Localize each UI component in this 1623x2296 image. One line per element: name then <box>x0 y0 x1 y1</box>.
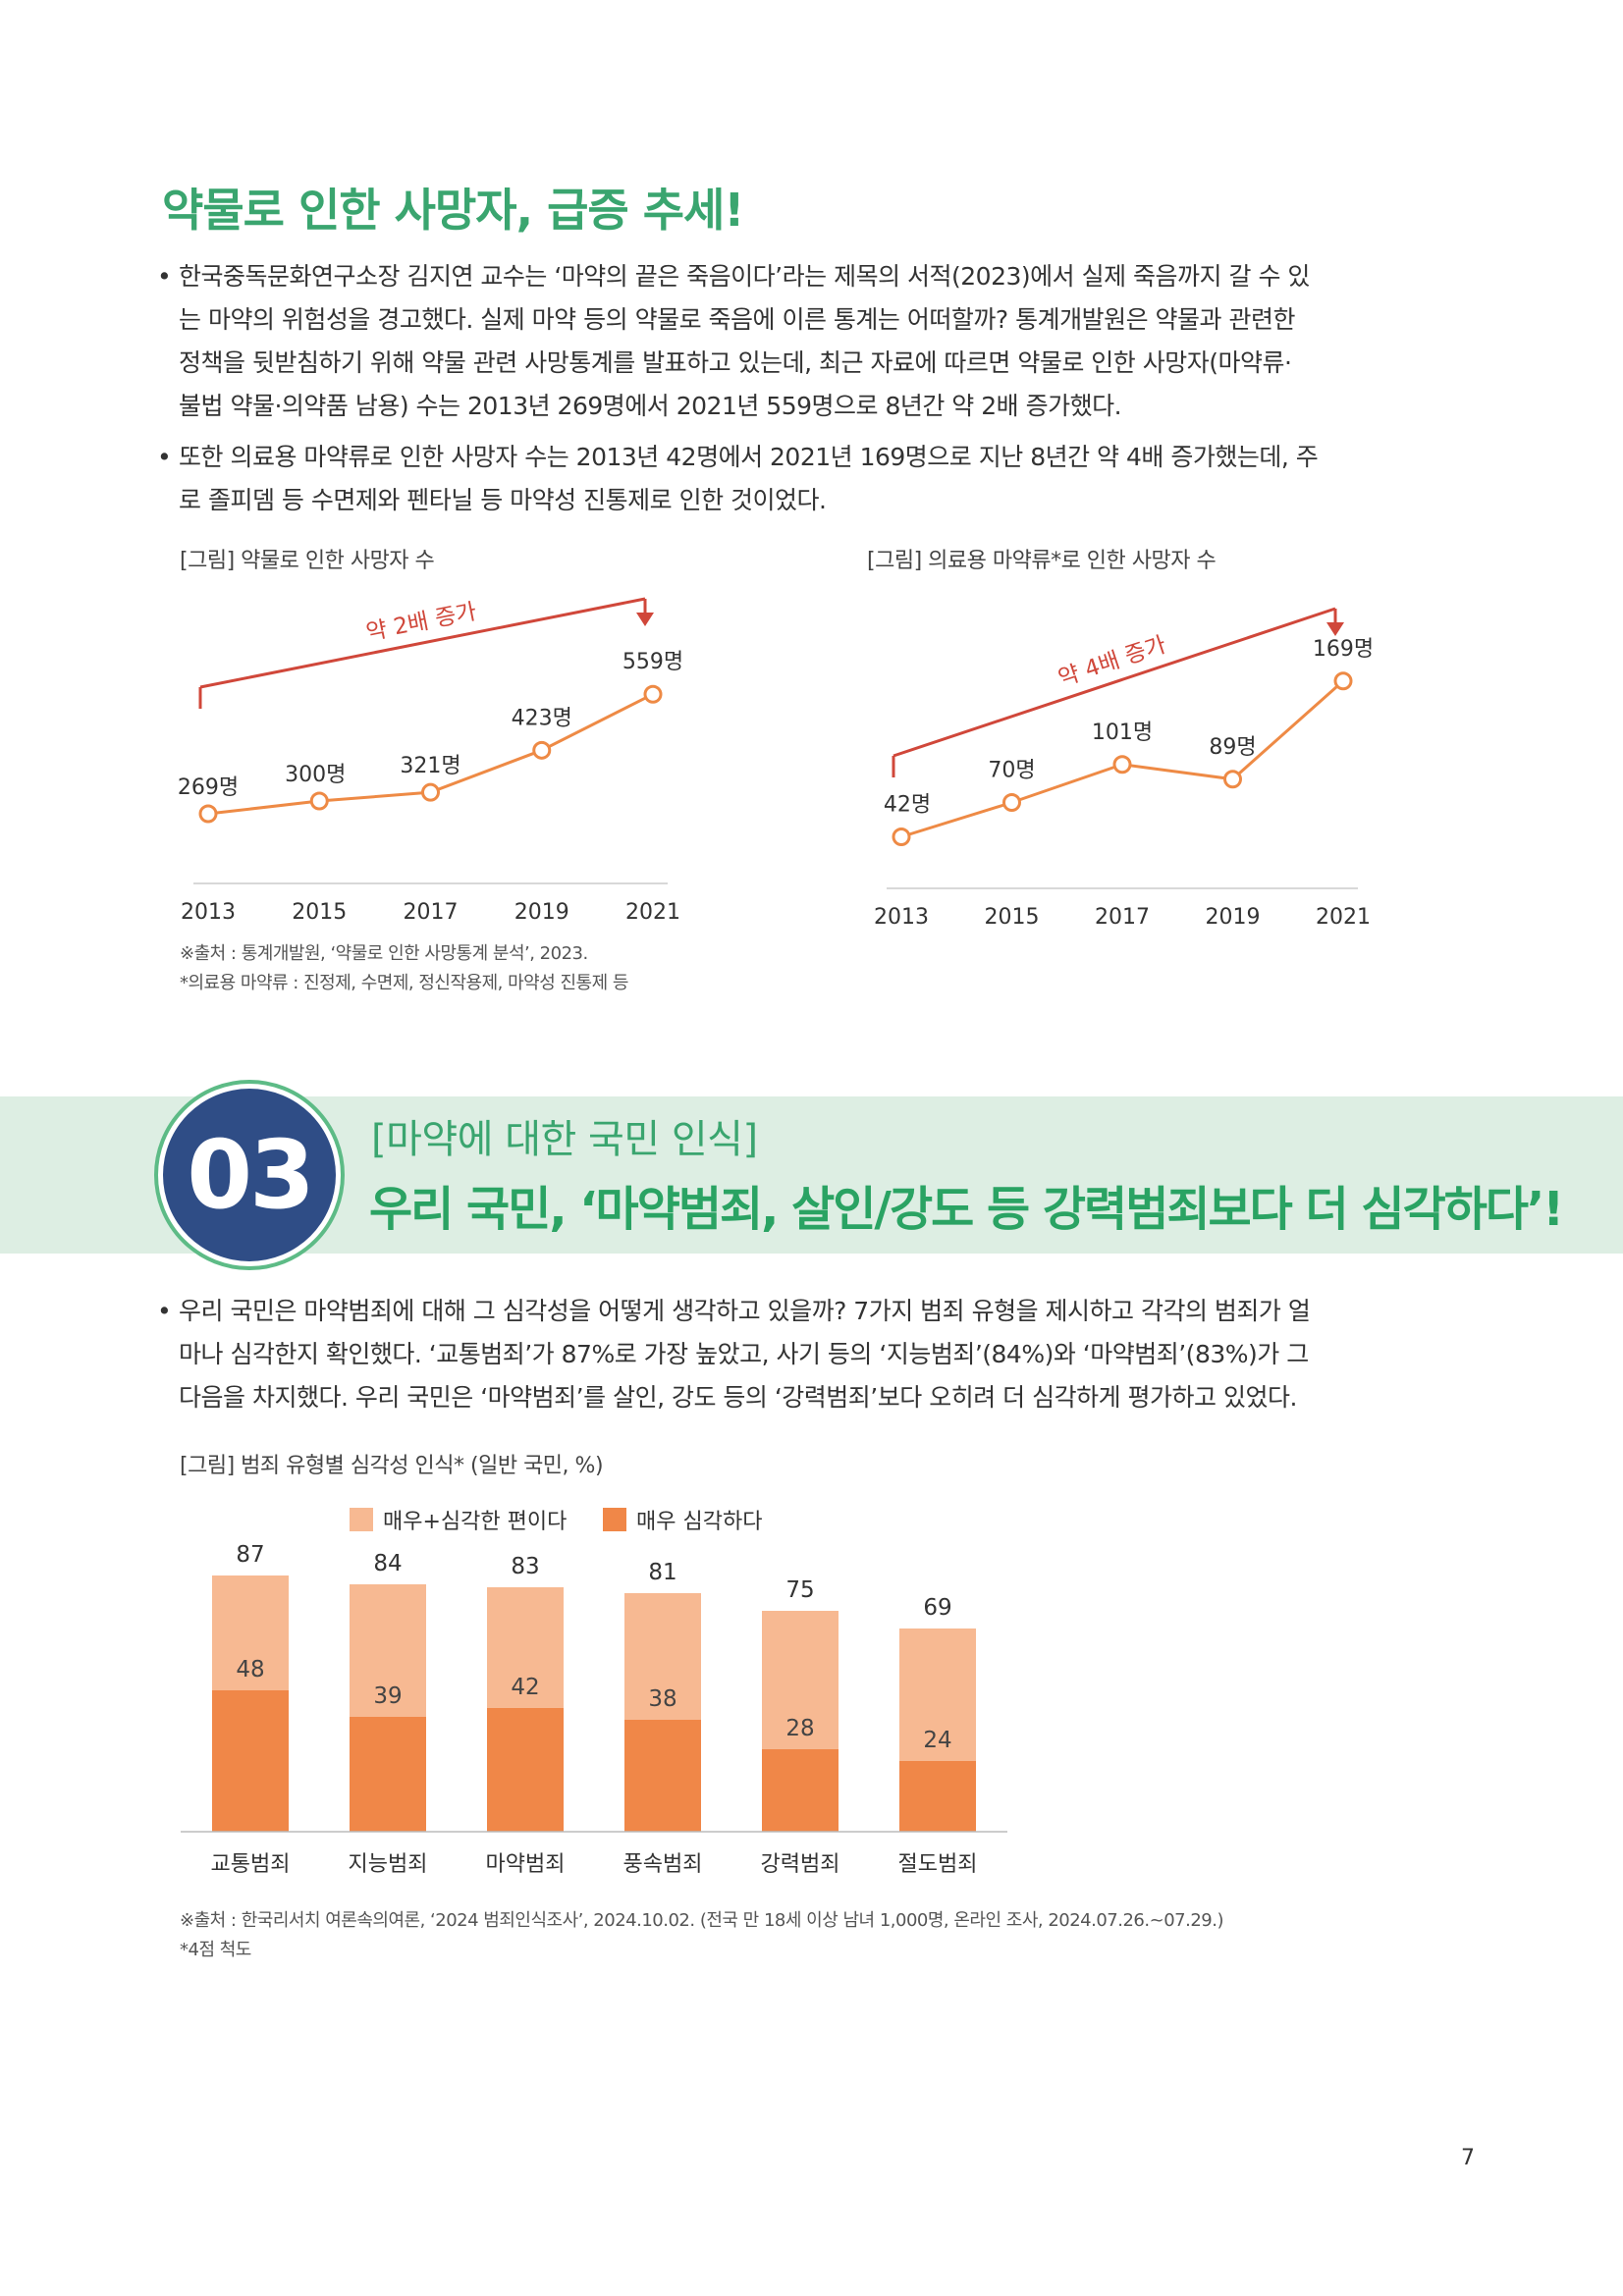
section-number: 03 <box>187 1120 315 1230</box>
x-tick-label: 2015 <box>985 905 1040 930</box>
x-category-label: 풍속범죄 <box>623 1852 703 1877</box>
data-point <box>1002 793 1021 812</box>
section-subtitle: [마약에 대한 국민 인식] <box>371 1117 758 1162</box>
data-label: 101명 <box>1092 721 1153 745</box>
bullet-item: 또한 의료용 마약류로 인한 사망자 수는 2013년 42명에서 2021년 … <box>157 436 1478 522</box>
bullet-item: 우리 국민은 마약범죄에 대해 그 심각성을 어떻게 생각하고 있을까? 7가지… <box>157 1290 1478 1419</box>
page-number: 7 <box>1461 2146 1475 2170</box>
bar-very-serious <box>212 1690 289 1832</box>
section-title: 우리 국민, ‘마약범죄, 살인/강도 등 강력범죄보다 더 심각하다’! <box>369 1182 1564 1237</box>
bar-chart-crime-seriousness: 매우+심각한 편이다 매우 심각하다 87 48 교통범죄 84 39 지능범죄 83 42 마약범… <box>181 1508 1007 1877</box>
legend-label: 매우 심각하다 <box>636 1510 762 1534</box>
data-point <box>643 684 663 704</box>
legend-label: 매우+심각한 편이다 <box>383 1510 567 1534</box>
x-tick-label: 2015 <box>292 900 347 925</box>
data-label: 169명 <box>1313 637 1374 662</box>
x-category-label: 지능범죄 <box>349 1852 428 1877</box>
data-point <box>1333 671 1353 691</box>
bar-very-serious-label: 38 <box>648 1686 676 1712</box>
bar-total-label: 84 <box>373 1551 402 1576</box>
data-point <box>198 804 218 824</box>
footnote: *4점 척도 <box>180 1940 251 1960</box>
paragraph-line: 다음을 차지했다. 우리 국민은 ‘마약범죄’를 살인, 강도 등의 ‘강력범죄… <box>179 1383 1297 1412</box>
bar-very-serious <box>350 1717 426 1832</box>
bar-very-serious <box>899 1761 976 1832</box>
bullet-item: 한국중독문화연구소장 김지연 교수는 ‘마약의 끝은 죽음이다’라는 제목의 서… <box>157 255 1478 428</box>
growth-arrow-line <box>893 607 1336 758</box>
bar-very-serious-label: 39 <box>373 1683 402 1709</box>
x-tick-label: 2021 <box>1316 905 1371 930</box>
data-label: 269명 <box>178 775 239 800</box>
growth-arrow-line <box>199 597 646 689</box>
bar-very-serious <box>487 1708 564 1832</box>
paragraph-line: 우리 국민은 마약범죄에 대해 그 심각성을 어떻게 생각하고 있을까? 7가지… <box>179 1297 1311 1325</box>
bar-very-serious-label: 42 <box>511 1675 539 1700</box>
arrow-head-icon <box>636 613 654 626</box>
data-point <box>1112 755 1132 774</box>
x-category-label: 교통범죄 <box>211 1852 291 1877</box>
data-label: 89명 <box>1209 735 1256 760</box>
x-category-label: 마약범죄 <box>486 1852 566 1877</box>
data-point <box>532 740 552 760</box>
x-tick-label: 2021 <box>625 900 680 925</box>
x-category-label: 강력범죄 <box>761 1852 840 1877</box>
x-category-label: 절도범죄 <box>898 1852 978 1877</box>
data-label: 42명 <box>884 793 931 818</box>
x-tick-label: 2013 <box>181 900 236 925</box>
bar-total-label: 81 <box>648 1560 676 1585</box>
x-tick-label: 2013 <box>874 905 929 930</box>
data-point <box>421 782 440 802</box>
section3-paragraphs: 우리 국민은 마약범죄에 대해 그 심각성을 어떻게 생각하고 있을까? 7가지… <box>157 1290 1478 1419</box>
paragraph-line: 정책을 뒷받침하기 위해 약물 관련 사망통계를 발표하고 있는데, 최근 자료… <box>179 348 1292 377</box>
footnote: *의료용 마약류 : 진정제, 수면제, 정신작용제, 마약성 진통제 등 <box>180 973 628 993</box>
data-point <box>892 828 911 846</box>
data-label: 559명 <box>622 650 683 674</box>
bar-very-serious-label: 24 <box>923 1728 951 1753</box>
source-note: ※출처 : 한국리서치 여론속의여론, ‘2024 범죄인식조사’, 2024.… <box>180 1910 1223 1931</box>
arrow-head-icon <box>1326 622 1344 636</box>
section1-paragraphs: 한국중독문화연구소장 김지연 교수는 ‘마약의 끝은 죽음이다’라는 제목의 서… <box>157 255 1478 522</box>
paragraph-line: 마나 심각한지 확인했다. ‘교통범죄’가 87%로 가장 높았고, 사기 등의… <box>179 1340 1309 1368</box>
section-heading: 약물로 인한 사망자, 급증 추세! <box>162 184 744 237</box>
bar-very-serious-label: 48 <box>236 1657 264 1682</box>
bar-total-label: 69 <box>923 1595 951 1621</box>
x-tick-label: 2017 <box>404 900 459 925</box>
bar-total-label: 75 <box>785 1577 814 1603</box>
growth-annotation: 약 2배 증가 <box>364 599 479 646</box>
bar-total-label: 83 <box>511 1554 539 1579</box>
legend-swatch-light <box>350 1508 373 1531</box>
source-note: ※출처 : 통계개발원, ‘약물로 인한 사망통계 분석’, 2023. <box>180 943 588 964</box>
bar-very-serious <box>624 1720 701 1832</box>
data-label: 321명 <box>400 754 460 778</box>
section-number-badge <box>163 1089 336 1261</box>
legend-swatch-dark <box>603 1508 626 1531</box>
data-label: 423명 <box>512 706 572 730</box>
data-point <box>309 791 329 811</box>
data-label: 70명 <box>988 759 1035 783</box>
x-tick-label: 2019 <box>514 900 569 925</box>
line-chart-drug-deaths: 269명 2013 300명 2015 321명 2017 423명 2019 559명 2021… <box>178 597 683 925</box>
data-point <box>1223 770 1242 789</box>
bar-very-serious-label: 28 <box>785 1716 814 1741</box>
bar-very-serious <box>762 1749 839 1832</box>
chart1-caption: [그림] 약물로 인한 사망자 수 <box>180 549 435 573</box>
chart3-caption: [그림] 범죄 유형별 심각성 인식* (일반 국민, %) <box>180 1454 604 1478</box>
paragraph-line: 는 마약의 위험성을 경고했다. 실제 마약 등의 약물로 죽음에 이른 통계는… <box>179 305 1295 334</box>
bar-total-label: 87 <box>236 1542 264 1568</box>
paragraph-line: 불법 약물·의약품 남용) 수는 2013년 269명에서 2021년 559명… <box>179 392 1122 420</box>
paragraph-line: 로 졸피뎀 등 수면제와 펜타닐 등 마약성 진통제로 인한 것이었다. <box>179 486 827 514</box>
paragraph-line: 또한 의료용 마약류로 인한 사망자 수는 2013년 42명에서 2021년 … <box>179 443 1319 471</box>
data-label: 300명 <box>285 763 346 787</box>
x-tick-label: 2019 <box>1206 905 1261 930</box>
chart2-caption: [그림] 의료용 마약류*로 인한 사망자 수 <box>867 549 1217 573</box>
x-tick-label: 2017 <box>1095 905 1150 930</box>
paragraph-line: 한국중독문화연구소장 김지연 교수는 ‘마약의 끝은 죽음이다’라는 제목의 서… <box>179 262 1310 291</box>
